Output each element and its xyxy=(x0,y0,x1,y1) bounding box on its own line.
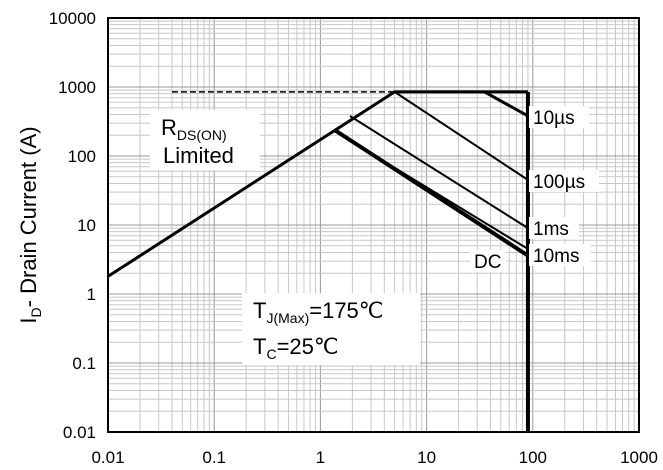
label-1ms: 1ms xyxy=(533,219,569,240)
series-line-1ms xyxy=(349,115,529,230)
y-tick-label: 0.01 xyxy=(63,423,96,442)
rds-annotation-box xyxy=(150,110,260,170)
label-10ms: 10ms xyxy=(533,246,579,267)
y-tick-label: 10000 xyxy=(49,9,96,28)
label-bg-10us xyxy=(529,106,589,128)
rds-annotation-line2: Limited xyxy=(163,143,234,168)
y-axis-label: ID- Drain Current (A) xyxy=(16,126,44,323)
x-tick-label: 0.1 xyxy=(202,448,226,467)
series-line-10us xyxy=(483,90,529,118)
rds-annotation-line1: RDS(ON) xyxy=(161,115,227,143)
x-tick-label: 1000 xyxy=(620,448,658,467)
y-tick-label: 0.1 xyxy=(72,354,96,373)
curves xyxy=(107,90,530,432)
tick-labels: 0.01 0.1 1 10 100 1000 0.01 0.1 1 10 100 1000 10000 xyxy=(49,9,658,467)
temp-annotation-box xyxy=(242,293,420,365)
label-10us: 10µs xyxy=(533,108,575,129)
tj-annotation: TJ(Max)=175℃ xyxy=(253,298,384,326)
y-tick-label: 1 xyxy=(87,285,96,304)
label-bg-1ms xyxy=(529,217,579,239)
y-tick-label: 10 xyxy=(77,216,96,235)
label-dc: DC xyxy=(474,252,501,273)
label-100us: 100µs xyxy=(533,172,585,193)
y-tick-label: 100 xyxy=(68,147,96,166)
x-tick-label: 0.01 xyxy=(91,448,124,467)
label-bg-100us xyxy=(529,170,599,192)
plot-frame xyxy=(107,17,640,433)
label-bg-dc xyxy=(470,250,506,272)
label-bg-10ms xyxy=(529,244,591,266)
series-line-100us xyxy=(394,91,529,181)
x-tick-label: 10 xyxy=(417,448,436,467)
x-tick-label: 100 xyxy=(519,448,547,467)
x-tick-label: 1 xyxy=(316,448,325,467)
tc-annotation: TC=25℃ xyxy=(253,334,339,362)
y-tick-label: 1000 xyxy=(58,78,96,97)
series-line-DC xyxy=(333,128,530,258)
